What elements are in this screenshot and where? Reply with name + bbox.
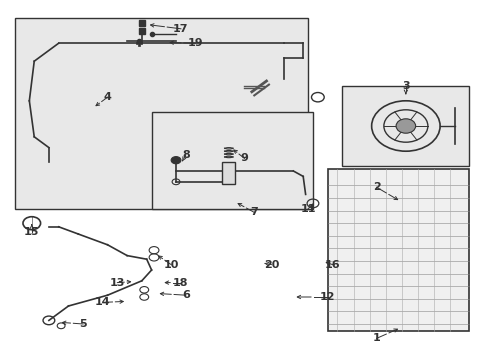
Circle shape [395,119,415,133]
Text: 20: 20 [263,260,279,270]
Text: 2: 2 [372,182,380,192]
Text: 8: 8 [182,150,189,160]
Text: 18: 18 [173,278,188,288]
Text: 14: 14 [95,297,110,307]
Text: 13: 13 [109,278,125,288]
Text: 3: 3 [401,81,409,91]
Text: 4: 4 [103,92,111,102]
Text: 11: 11 [300,204,315,214]
Bar [222,162,234,184]
Text: 7: 7 [250,207,258,217]
Text: 19: 19 [187,38,203,48]
Text: 17: 17 [173,24,188,34]
Bar [327,169,468,331]
Text: 12: 12 [319,292,335,302]
FancyBboxPatch shape [151,112,312,209]
FancyBboxPatch shape [15,18,307,209]
FancyBboxPatch shape [342,86,468,166]
Text: 9: 9 [240,153,248,163]
Text: 16: 16 [324,260,340,270]
Text: 15: 15 [24,227,40,237]
Circle shape [171,157,181,164]
Text: 6: 6 [182,290,189,300]
Text: 5: 5 [79,319,87,329]
Text: 1: 1 [372,333,380,343]
Text: 10: 10 [163,260,179,270]
